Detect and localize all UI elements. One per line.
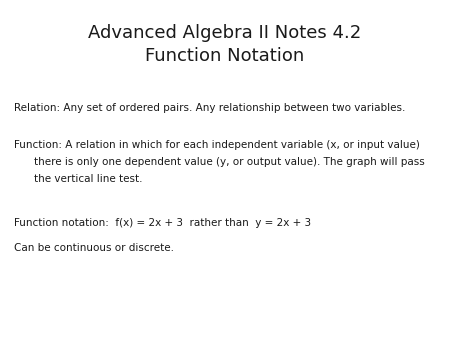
Text: there is only one dependent value (y, or output value). The graph will pass: there is only one dependent value (y, or… [34,157,424,167]
Text: Function notation:  f(x) = 2x + 3  rather than  y = 2x + 3: Function notation: f(x) = 2x + 3 rather … [14,218,310,228]
Text: Function: A relation in which for each independent variable (x, or input value): Function: A relation in which for each i… [14,140,419,150]
Text: Relation: Any set of ordered pairs. Any relationship between two variables.: Relation: Any set of ordered pairs. Any … [14,103,405,113]
Text: the vertical line test.: the vertical line test. [34,174,142,184]
Text: Can be continuous or discrete.: Can be continuous or discrete. [14,243,174,254]
Text: Advanced Algebra II Notes 4.2
Function Notation: Advanced Algebra II Notes 4.2 Function N… [88,24,362,65]
